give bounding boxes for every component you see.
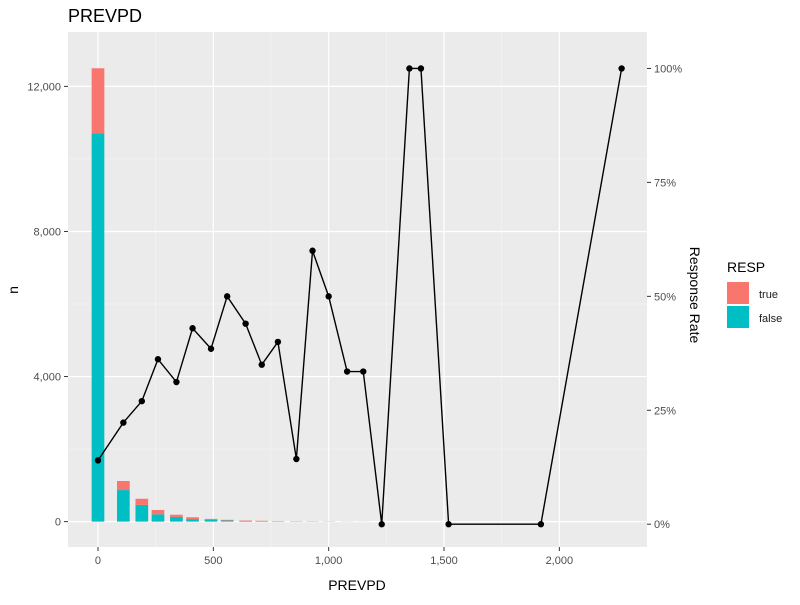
- bar-false: [239, 521, 252, 522]
- legend-key-true: [727, 282, 749, 304]
- response-rate-point: [242, 320, 248, 326]
- x-tick-label: 0: [95, 555, 101, 567]
- bar-true: [92, 68, 105, 133]
- response-rate-point: [379, 521, 385, 527]
- response-rate-point: [173, 379, 179, 385]
- response-rate-point: [406, 65, 412, 71]
- bar-false: [221, 521, 234, 522]
- y-tick-label: 12,000: [27, 81, 61, 93]
- y2-tick-label: 0%: [654, 519, 670, 531]
- legend-key-false: [727, 306, 749, 328]
- legend: RESP true false: [727, 259, 782, 328]
- legend-label-false: false: [759, 313, 782, 325]
- bar-false: [152, 514, 165, 521]
- response-rate-point: [208, 346, 214, 352]
- response-rate-point: [344, 368, 350, 374]
- x-tick-label: 500: [204, 555, 222, 567]
- plot-panel: [68, 32, 647, 547]
- response-rate-point: [95, 457, 101, 463]
- response-rate-point: [538, 521, 544, 527]
- response-rate-point: [418, 65, 424, 71]
- y-tick-label: 4,000: [33, 372, 61, 384]
- response-rate-point: [139, 398, 145, 404]
- bar-true: [221, 520, 234, 521]
- response-rate-point: [224, 293, 230, 299]
- y2-tick-label: 100%: [654, 63, 682, 75]
- x-tick-label: 1,000: [315, 555, 343, 567]
- x-axis-title: PREVPD: [328, 577, 386, 593]
- bar-false: [170, 517, 183, 522]
- y-tick-label: 8,000: [33, 226, 61, 238]
- y2-tick-label: 25%: [654, 405, 676, 417]
- y-axis-left: 0 4,000 8,000 12,000: [27, 81, 68, 528]
- response-rate-point: [120, 419, 126, 425]
- response-rate-point: [259, 361, 265, 367]
- response-rate-point: [293, 456, 299, 462]
- response-rate-point: [189, 325, 195, 331]
- chart-title: PREVPD: [68, 6, 142, 26]
- y2-axis-title: Response Rate: [687, 247, 703, 344]
- bar-false: [117, 490, 130, 522]
- bar-true: [117, 481, 130, 490]
- y2-tick-label: 50%: [654, 291, 676, 303]
- x-tick-label: 1,500: [430, 555, 458, 567]
- bar-true: [170, 515, 183, 517]
- x-tick-label: 2,000: [546, 555, 574, 567]
- response-rate-point: [155, 356, 161, 362]
- bar-true: [135, 499, 148, 505]
- response-rate-point: [325, 293, 331, 299]
- bar-false: [186, 519, 199, 522]
- bar-true: [205, 519, 218, 520]
- response-rate-point: [275, 339, 281, 345]
- x-axis: 0 500 1,000 1,500 2,000: [95, 547, 573, 567]
- legend-title: RESP: [727, 259, 765, 275]
- response-rate-point: [360, 368, 366, 374]
- y-axis-title: n: [5, 286, 21, 294]
- response-rate-point: [445, 521, 451, 527]
- y-tick-label: 0: [55, 517, 61, 529]
- bar-true: [186, 517, 199, 519]
- legend-label-true: true: [759, 289, 778, 301]
- bar-false: [205, 520, 218, 522]
- y-axis-right: 0% 25% 50% 75% 100%: [647, 63, 682, 531]
- bar-true: [152, 510, 165, 514]
- response-rate-point: [309, 248, 315, 254]
- bar-false: [135, 505, 148, 522]
- y2-tick-label: 75%: [654, 177, 676, 189]
- bar-false: [255, 521, 268, 522]
- response-rate-point: [618, 65, 624, 71]
